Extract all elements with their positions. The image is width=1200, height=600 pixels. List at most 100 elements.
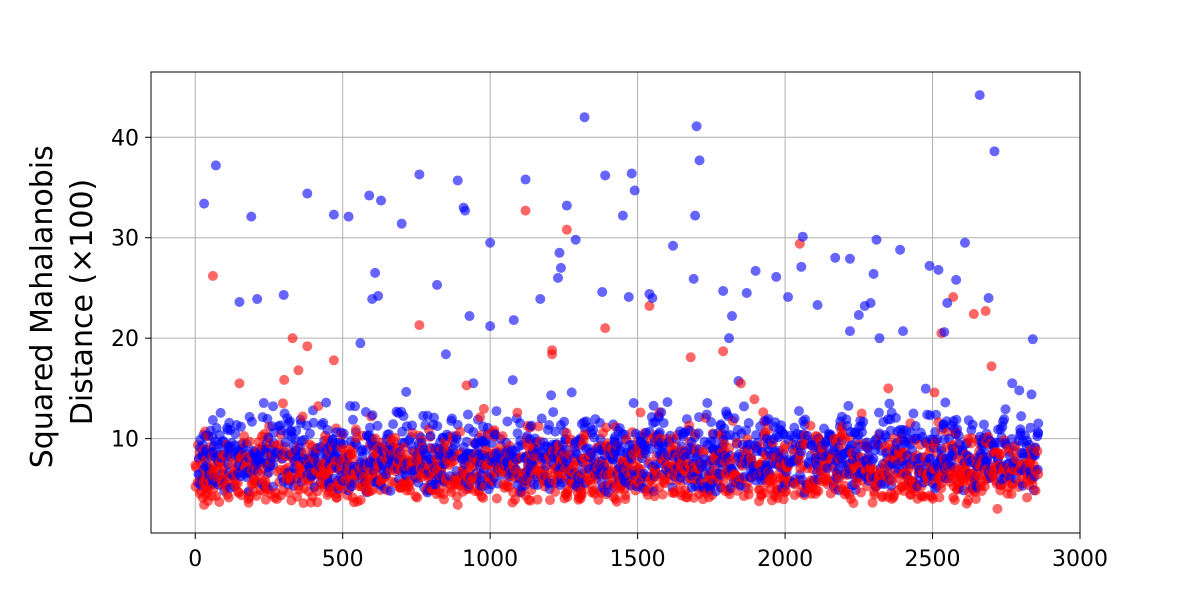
blue-point (1016, 411, 1027, 422)
blue-point (507, 375, 518, 386)
red-point (277, 398, 288, 409)
blue-outlier-point (440, 349, 451, 360)
blue-point (1014, 385, 1025, 396)
blue-outlier-point (199, 198, 210, 209)
red-point (743, 484, 754, 495)
red-point (214, 496, 225, 507)
red-outlier-point (561, 224, 572, 235)
red-outlier-point (199, 499, 210, 510)
red-point (550, 486, 561, 497)
blue-point (890, 412, 901, 423)
blue-outlier-point (797, 231, 808, 242)
plot-frame (150, 71, 1081, 534)
red-outlier-point (986, 361, 997, 372)
blue-outlier-point (688, 273, 699, 284)
red-point (1032, 446, 1043, 457)
blue-outlier-point (974, 90, 985, 101)
blue-point (628, 398, 639, 409)
blue-point (258, 398, 269, 409)
red-outlier-point (718, 346, 729, 357)
blue-point (953, 430, 964, 441)
x-tick-label: 1500 (610, 547, 666, 572)
red-point (390, 432, 401, 443)
blue-point (566, 387, 577, 398)
blue-point (932, 434, 943, 445)
blue-outlier-point (554, 247, 565, 258)
red-outlier-point (735, 378, 746, 389)
red-outlier-point (600, 323, 611, 334)
blue-outlier-point (464, 311, 475, 322)
red-point (970, 494, 981, 505)
blue-point (401, 386, 412, 397)
red-point (724, 442, 735, 453)
red-outlier-point (293, 365, 304, 376)
blue-outlier-point (694, 155, 705, 166)
blue-point (462, 409, 473, 420)
blue-outlier-point (278, 289, 289, 300)
red-point (545, 495, 556, 506)
blue-outlier-point (691, 121, 702, 132)
red-point (855, 487, 866, 498)
red-outlier-point (414, 320, 425, 331)
blue-point (908, 408, 919, 419)
blue-point (461, 436, 472, 447)
blue-point (321, 397, 332, 408)
blue-point (1033, 418, 1044, 429)
blue-point (491, 406, 502, 417)
red-point (313, 401, 324, 412)
red-outlier-point (452, 499, 463, 510)
blue-outlier-point (579, 112, 590, 123)
red-point (279, 374, 290, 385)
blue-outlier-point (924, 260, 935, 271)
blue-point (280, 437, 291, 448)
blue-point (388, 419, 399, 430)
blue-outlier-point (520, 174, 531, 185)
red-point (533, 421, 544, 432)
blue-point (364, 422, 375, 433)
red-outlier-point (302, 341, 313, 352)
red-point (657, 489, 668, 500)
blue-outlier-point (414, 169, 425, 180)
blue-point (751, 429, 762, 440)
blue-outlier-point (989, 146, 1000, 157)
red-point (949, 495, 960, 506)
blue-outlier-point (942, 298, 953, 309)
blue-point (706, 417, 717, 428)
blue-point (429, 412, 440, 423)
red-outlier-point (207, 270, 218, 281)
blue-point (873, 407, 884, 418)
blue-outlier-point (895, 244, 906, 255)
blue-point (372, 420, 383, 431)
blue-point (546, 390, 557, 401)
blue-outlier-point (485, 321, 496, 332)
blue-point (931, 409, 942, 420)
blue-point (920, 383, 931, 394)
y-tick-label: 40 (111, 126, 139, 151)
blue-point (536, 413, 547, 424)
blue-point (701, 409, 712, 420)
blue-point (338, 428, 349, 439)
blue-outlier-point (373, 290, 384, 301)
blue-point (425, 431, 436, 442)
blue-outlier-point (874, 333, 885, 344)
red-point (244, 436, 255, 447)
blue-outlier-point (853, 310, 864, 321)
blue-point (868, 453, 879, 464)
blue-outlier-point (246, 211, 257, 222)
y-axis-title-line-2: Distance (×100) (65, 179, 100, 426)
red-point (223, 492, 234, 503)
blue-outlier-point (865, 298, 876, 309)
blue-outlier-point (796, 261, 807, 272)
blue-outlier-point (783, 291, 794, 302)
red-point (611, 496, 622, 507)
blue-point (999, 414, 1010, 425)
y-axis-title: Squared Mahalanobis Distance (×100) (25, 136, 100, 469)
blue-point (702, 397, 713, 408)
blue-outlier-point (561, 200, 572, 211)
blue-outlier-point (844, 253, 855, 264)
red-point (312, 497, 323, 508)
blue-point (884, 398, 895, 409)
blue-point (588, 425, 599, 436)
red-point (781, 486, 792, 497)
